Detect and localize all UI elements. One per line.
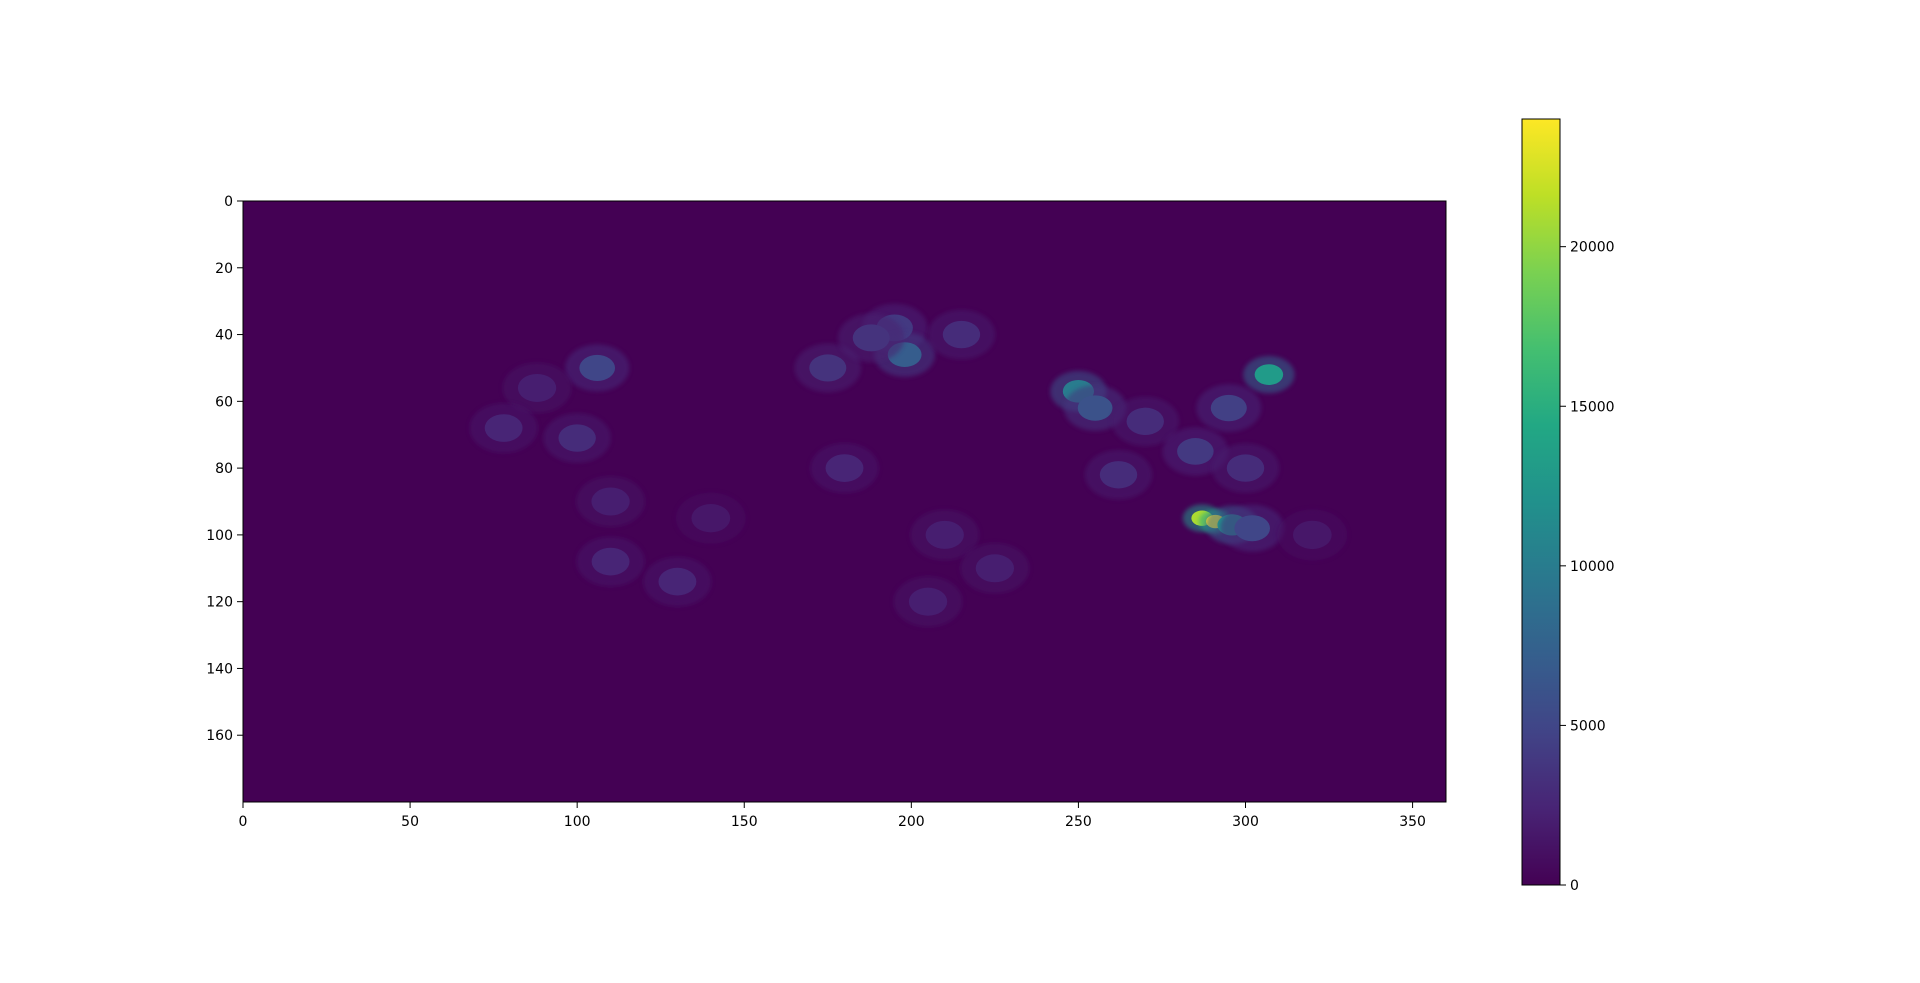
x-tick-label: 0 bbox=[239, 814, 248, 830]
hotspot-cell bbox=[591, 487, 630, 516]
colorbar-tick-label: 0 bbox=[1570, 878, 1579, 894]
y-tick-label: 160 bbox=[206, 728, 233, 744]
x-axis: 0 50 100 150 200 250 300 350 bbox=[239, 802, 1426, 830]
hotspot-cell bbox=[658, 567, 697, 596]
hotspot-cell bbox=[1292, 520, 1332, 550]
hotspot-cell bbox=[975, 554, 1015, 583]
y-tick-label: 120 bbox=[206, 595, 233, 611]
y-tick-label: 100 bbox=[206, 528, 233, 544]
hotspot-cell bbox=[1226, 454, 1265, 482]
hotspot-cell bbox=[809, 354, 847, 382]
x-tick-label: 150 bbox=[731, 814, 758, 830]
y-tick-label: 60 bbox=[215, 394, 233, 410]
y-tick-label: 80 bbox=[215, 461, 233, 477]
y-tick-label: 40 bbox=[215, 328, 233, 344]
colorbar-tick-label: 10000 bbox=[1570, 559, 1615, 575]
hotspot-cell bbox=[1234, 515, 1271, 542]
hotspot-cell bbox=[1077, 395, 1113, 421]
x-tick-label: 350 bbox=[1399, 814, 1426, 830]
hotspot-cell bbox=[591, 547, 630, 576]
hotspot-cell bbox=[908, 587, 948, 616]
hotspot-cell bbox=[825, 454, 864, 482]
hotspot-cell bbox=[925, 520, 964, 549]
hotspot-cell bbox=[1177, 438, 1214, 465]
hotspot-cell bbox=[942, 320, 981, 349]
hotspot-cell bbox=[1126, 407, 1164, 436]
hotspot-cell bbox=[517, 373, 557, 403]
heatmap-background bbox=[243, 201, 1446, 802]
hotspot-cell bbox=[484, 414, 523, 442]
y-tick-label: 20 bbox=[215, 261, 233, 277]
x-tick-label: 250 bbox=[1065, 814, 1092, 830]
x-tick-label: 100 bbox=[564, 814, 591, 830]
hotspot-cell bbox=[1099, 461, 1138, 489]
plot-area bbox=[242, 200, 1447, 803]
colorbar-tick-label: 5000 bbox=[1570, 718, 1606, 734]
hotspot-cell bbox=[579, 354, 616, 381]
x-tick-label: 50 bbox=[401, 814, 419, 830]
colorbar: 0 5000 10000 15000 20000 bbox=[1521, 118, 1615, 894]
hotspot-cell bbox=[852, 324, 890, 352]
hotspot-cell bbox=[1210, 394, 1247, 422]
y-tick-label: 140 bbox=[206, 661, 233, 677]
colorbar-tick-label: 20000 bbox=[1570, 240, 1615, 256]
colorbar-ticks: 0 5000 10000 15000 20000 bbox=[1560, 240, 1615, 894]
y-axis: 0 20 40 60 80 100 120 140 160 bbox=[206, 194, 243, 744]
y-tick-label: 0 bbox=[224, 194, 233, 210]
plot-frame bbox=[242, 200, 1447, 803]
hotspot-cell bbox=[1254, 364, 1284, 385]
x-tick-label: 200 bbox=[898, 814, 925, 830]
x-tick-label: 300 bbox=[1232, 814, 1259, 830]
hotspot-layer bbox=[469, 303, 1348, 627]
hotspot-cell bbox=[558, 424, 596, 452]
colorbar-tick-label: 15000 bbox=[1570, 399, 1615, 415]
hotspot-cell bbox=[691, 504, 731, 533]
colorbar-gradient bbox=[1521, 118, 1561, 886]
